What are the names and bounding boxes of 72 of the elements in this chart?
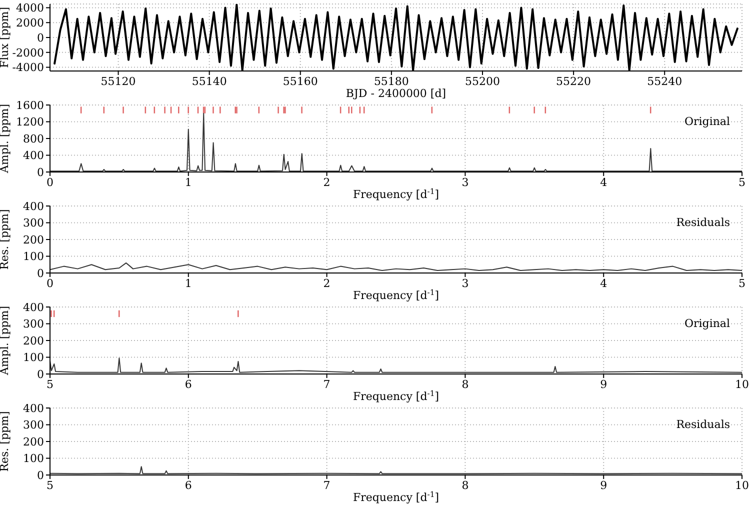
x-tick-label: 8 <box>462 478 469 492</box>
x-tick-label: 3 <box>462 276 469 290</box>
annotation: Original <box>684 115 730 128</box>
x-tick-label: 55140 <box>192 74 227 88</box>
x-tick-label: 55220 <box>556 74 592 88</box>
y-tick-label: 400 <box>23 149 44 162</box>
y-tick-label: 400 <box>23 200 44 213</box>
y-tick-label: 400 <box>23 300 44 314</box>
annotation: Residuals <box>676 418 730 431</box>
y-tick-label: 0 <box>37 468 44 482</box>
y-tick-label: 0 <box>37 166 44 179</box>
y-tick-label: -2000 <box>12 46 44 60</box>
x-tick-label: 6 <box>184 478 192 492</box>
x-tick-label: 3 <box>462 176 469 189</box>
x-tick-label: 55240 <box>647 74 682 88</box>
y-tick-label: 400 <box>23 402 44 415</box>
x-tick-label: 10 <box>735 478 749 492</box>
x-axis-title: Frequency [d$^{-1}$] <box>352 186 440 201</box>
annotation: Original <box>684 317 730 330</box>
x-tick-label: 6 <box>184 378 192 391</box>
x-tick-label: 9 <box>600 378 608 391</box>
y-tick-label: 800 <box>23 132 44 146</box>
y-tick-label: 0 <box>37 368 44 381</box>
x-axis-title: Frequency [d$^{-1}$] <box>352 388 440 403</box>
y-axis-title: Res. [ppm] <box>0 209 11 270</box>
x-tick-label: 55120 <box>100 74 136 88</box>
y-tick-label: 100 <box>23 250 44 264</box>
y-tick-label: 100 <box>23 452 44 466</box>
y-tick-label: 100 <box>23 351 44 364</box>
x-axis-title: Frequency [d$^{-1}$] <box>352 490 440 504</box>
x-tick-label: 0 <box>46 276 54 290</box>
x-tick-label: 2 <box>323 276 330 290</box>
x-tick-label: 5 <box>738 276 746 290</box>
x-tick-label: 55200 <box>465 74 500 88</box>
y-tick-label: 200 <box>23 334 44 348</box>
y-tick-label: 300 <box>23 216 44 230</box>
x-tick-label: 4 <box>600 176 608 189</box>
x-axis-title: BJD - 2400000 [d] <box>346 87 446 100</box>
x-axis-title: Frequency [d$^{-1}$] <box>352 288 440 302</box>
x-tick-label: 7 <box>323 378 330 391</box>
x-tick-label: 0 <box>46 176 54 189</box>
x-tick-label: 55180 <box>374 74 409 88</box>
y-tick-label: 0 <box>37 31 44 44</box>
y-tick-label: 2000 <box>16 16 44 30</box>
y-tick-label: 0 <box>37 266 44 280</box>
y-tick-label: 1200 <box>16 116 44 129</box>
line-series <box>50 262 742 271</box>
x-tick-label: 5 <box>46 378 54 391</box>
annotation: Residuals <box>676 216 730 229</box>
y-tick-label: 1600 <box>16 98 44 112</box>
x-tick-label: 10 <box>735 378 749 391</box>
x-tick-label: 8 <box>462 378 469 391</box>
x-tick-label: 7 <box>323 478 330 492</box>
line-series <box>54 4 738 71</box>
y-axis-title: Res. [ppm] <box>0 411 11 472</box>
y-tick-label: -4000 <box>12 61 44 74</box>
x-tick-label: 2 <box>323 176 330 189</box>
y-tick-label: 200 <box>23 435 44 448</box>
x-tick-label: 5 <box>46 478 54 492</box>
x-tick-label: 4 <box>600 276 608 290</box>
y-tick-label: 300 <box>23 418 44 432</box>
y-tick-label: 300 <box>23 318 44 331</box>
x-tick-label: 55160 <box>282 74 318 88</box>
y-axis-title: Ampl. [ppm] <box>0 104 11 174</box>
y-axis-title: Ampl. [ppm] <box>0 306 11 376</box>
x-tick-label: 1 <box>184 276 192 290</box>
x-tick-label: 9 <box>600 478 608 492</box>
x-tick-label: 5 <box>738 176 746 189</box>
y-tick-label: 4000 <box>16 2 44 15</box>
y-tick-label: 200 <box>23 233 44 246</box>
x-tick-label: 1 <box>184 176 192 189</box>
y-axis-title: Flux [ppm] <box>0 6 11 68</box>
